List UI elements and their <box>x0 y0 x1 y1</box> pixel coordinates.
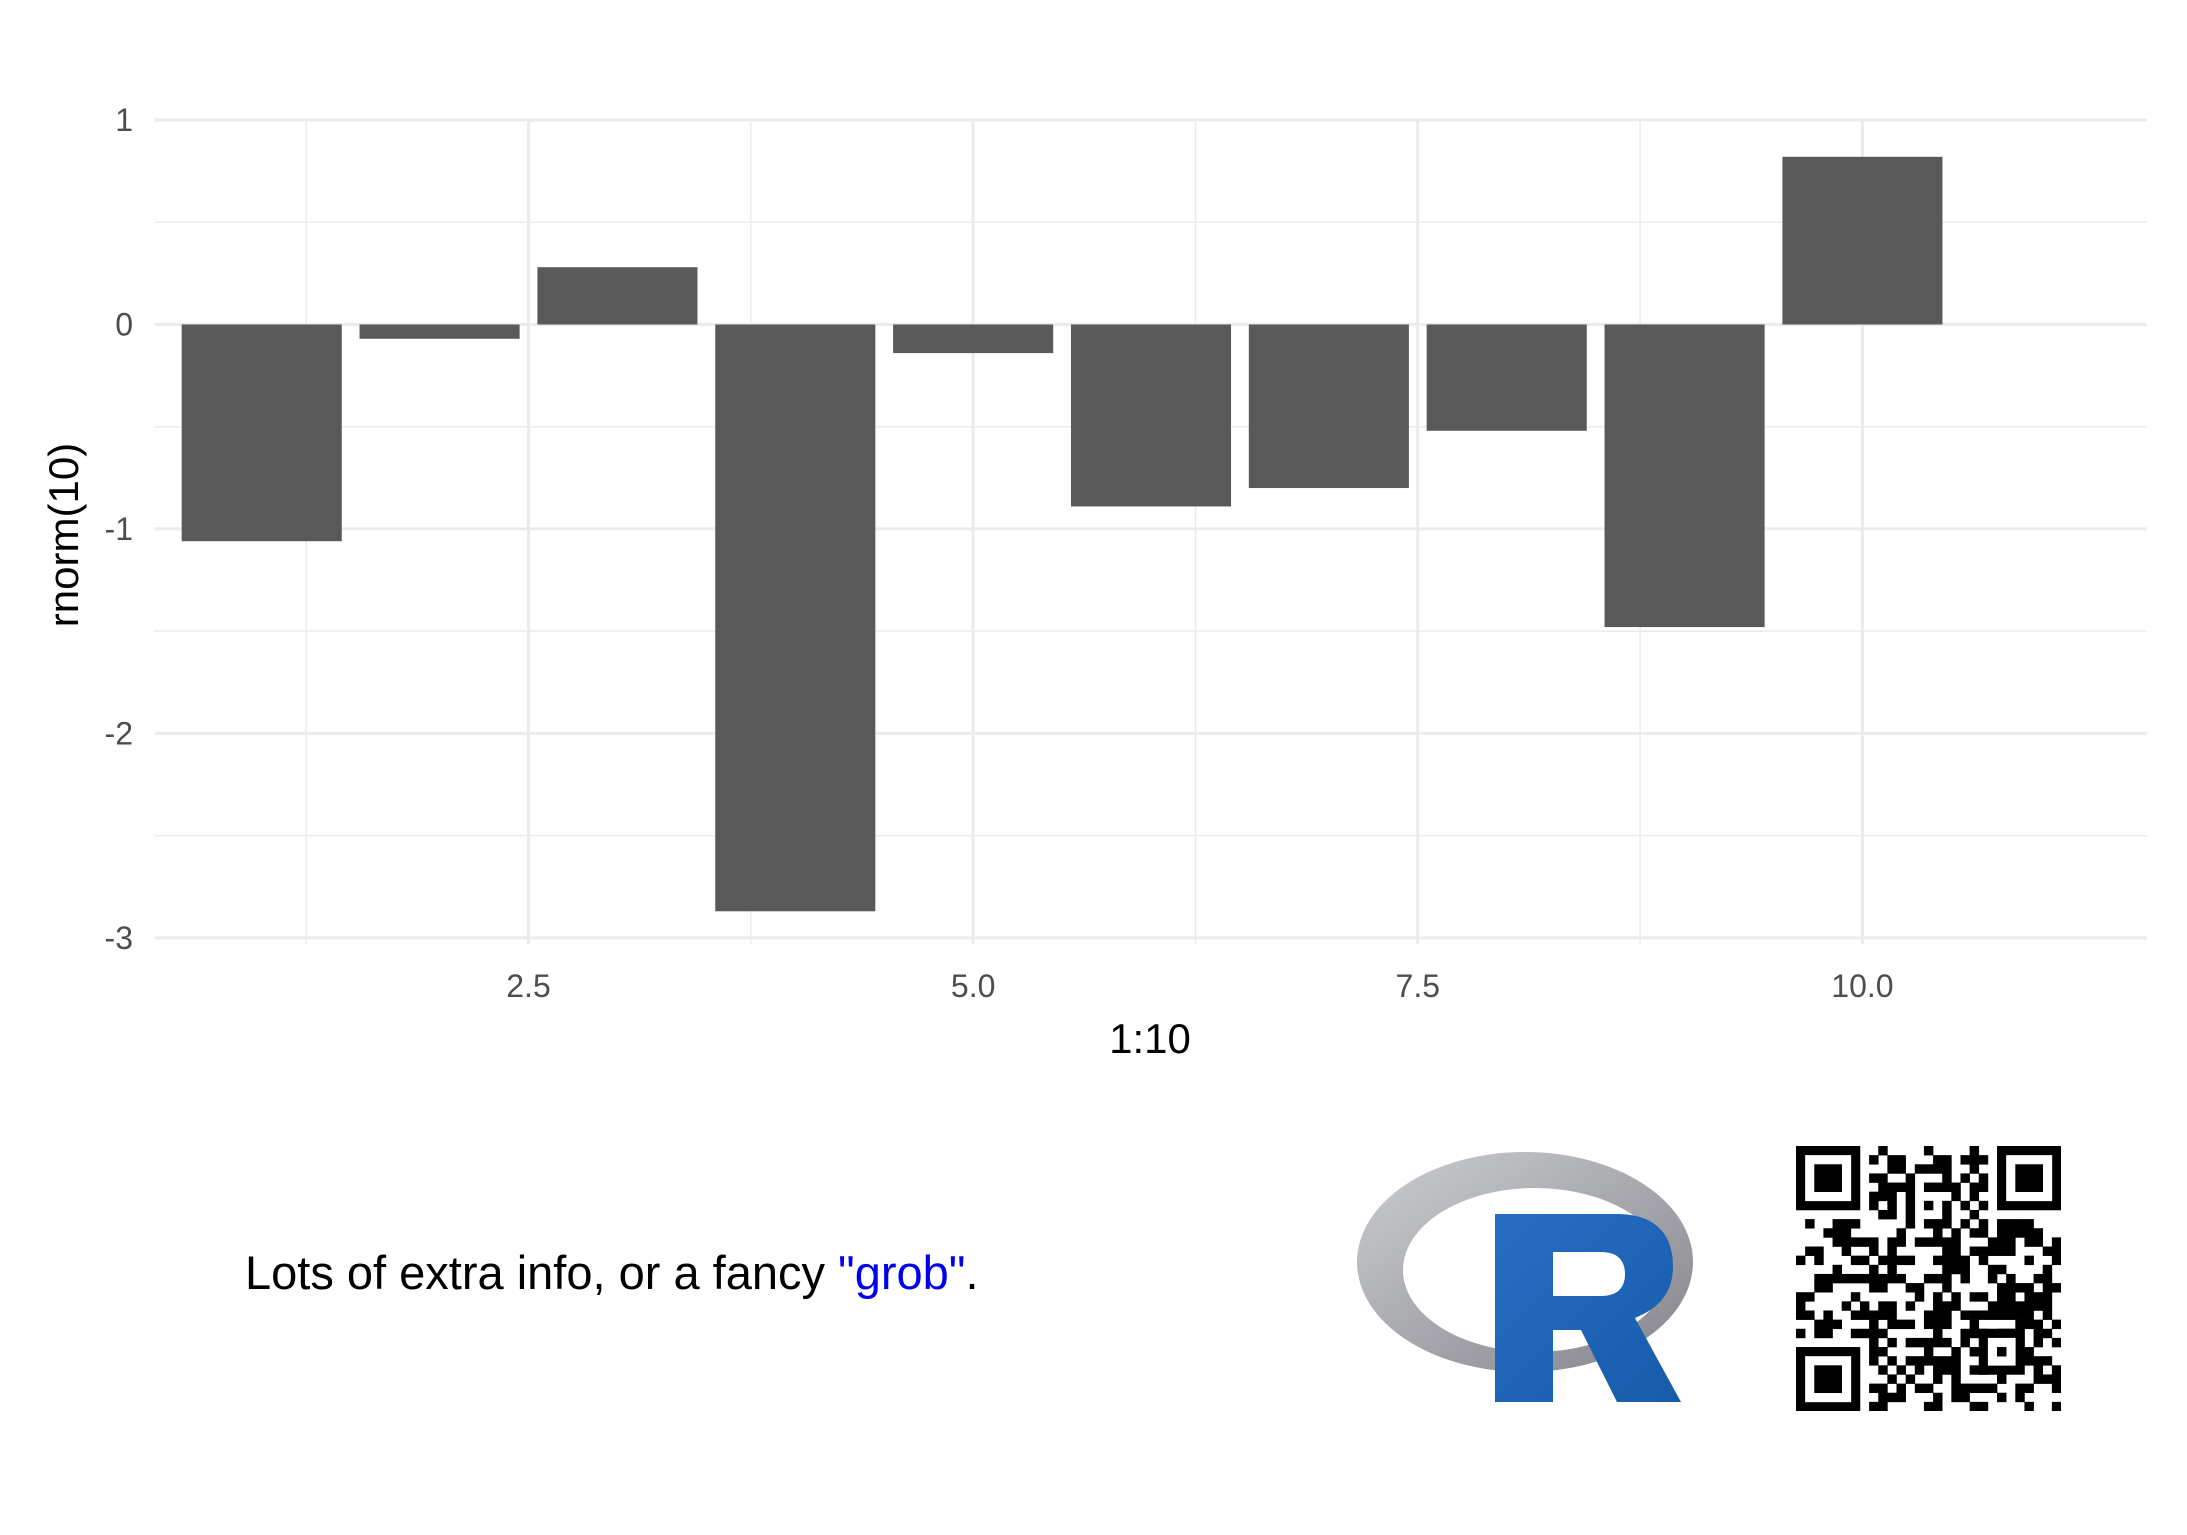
y-tick-label: -2 <box>105 715 133 751</box>
bar <box>1604 324 1765 628</box>
bar <box>1070 324 1232 507</box>
x-tick-label: 2.5 <box>506 968 550 1004</box>
y-tick-label: -3 <box>105 920 133 956</box>
bar <box>715 324 876 912</box>
bar <box>1782 156 1943 325</box>
y-tick-label: -1 <box>105 511 133 547</box>
footer-text-highlight: "grob" <box>838 1246 966 1299</box>
x-tick-label: 5.0 <box>951 968 995 1004</box>
y-axis-title: rnorm(10) <box>40 443 87 627</box>
tick-labels: 2.5 5.0 7.5 10.0 -3 -2 -1 0 1 <box>105 102 1894 1004</box>
bar <box>1248 324 1409 489</box>
bar <box>359 324 520 339</box>
bar <box>893 324 1054 354</box>
footer-text-after: . <box>965 1246 979 1299</box>
y-tick-label: 1 <box>115 102 133 138</box>
footer-text-before: Lots of extra info, or a fancy <box>245 1246 839 1299</box>
bar <box>1426 324 1587 431</box>
bar <box>181 324 342 542</box>
x-tick-label: 7.5 <box>1396 968 1440 1004</box>
qr-cells <box>1796 1146 2061 1411</box>
qr-code-icon <box>1796 1146 2061 1411</box>
footer-text: Lots of extra info, or a fancy "grob". <box>245 1245 979 1300</box>
r-logo <box>1357 1152 1693 1402</box>
x-tick-label: 10.0 <box>1831 968 1893 1004</box>
y-tick-label: 0 <box>115 306 133 342</box>
x-axis-title: 1:10 <box>1109 1015 1191 1062</box>
bar-chart: 2.5 5.0 7.5 10.0 -3 -2 -1 0 1 1:10 rnorm(10) <box>40 102 2147 1062</box>
bars <box>181 156 1943 912</box>
bar <box>537 267 698 325</box>
